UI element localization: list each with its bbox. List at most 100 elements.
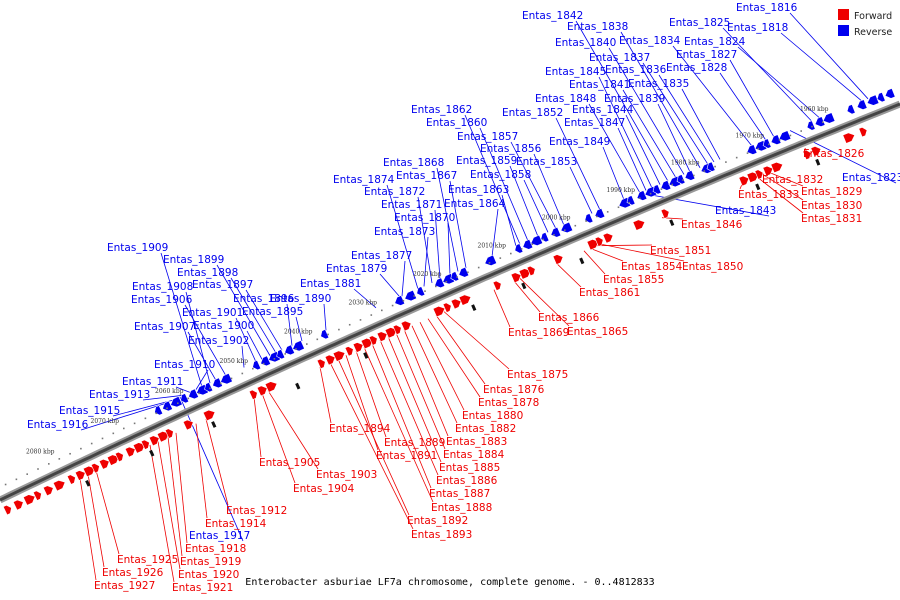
gene-label: Entas_1908 xyxy=(132,281,193,293)
leader-line xyxy=(419,322,465,411)
reverse-gene-block xyxy=(746,144,758,155)
leader-line xyxy=(589,247,624,262)
tick-dot xyxy=(445,280,448,283)
leader-line xyxy=(608,47,685,175)
gene-label: Entas_1844 xyxy=(572,104,634,116)
reverse-gene-block xyxy=(180,393,190,404)
tick-dot xyxy=(273,357,276,360)
leader-line xyxy=(493,289,511,328)
forward-gene-block xyxy=(156,431,170,443)
leader-line xyxy=(657,103,691,173)
tick-dot xyxy=(789,134,792,137)
leader-line xyxy=(622,89,677,179)
tick-dot xyxy=(90,442,93,445)
gene-label: Entas_1825 xyxy=(669,17,730,29)
gene-label: Entas_1834 xyxy=(619,35,681,47)
tick-dot xyxy=(531,243,534,245)
gene-label: Entas_1849 xyxy=(549,136,610,148)
tick-dot xyxy=(693,174,695,177)
leader-line xyxy=(329,362,414,530)
reverse-gene-block xyxy=(260,355,272,367)
marker-tick xyxy=(579,257,585,265)
gene-label: Entas_1892 xyxy=(407,515,468,527)
gene-label: Entas_1833 xyxy=(738,189,799,201)
reverse-gene-block xyxy=(484,254,498,266)
leader-line xyxy=(513,280,541,313)
gene-label: Entas_1868 xyxy=(383,157,444,169)
forward-gene-block xyxy=(324,354,336,366)
forward-gene-block xyxy=(12,499,24,511)
tick-dot xyxy=(822,121,824,124)
gene-label: Entas_1910 xyxy=(154,359,215,371)
leader-line xyxy=(769,172,804,187)
tick-dot xyxy=(617,206,620,209)
tick-dot xyxy=(574,224,577,227)
reverse-gene-block xyxy=(450,271,460,282)
gene-label: Entas_1917 xyxy=(189,530,250,542)
leader-line xyxy=(501,194,517,247)
leader-line xyxy=(187,331,217,381)
tick-label: 2030 kbp xyxy=(349,300,378,307)
backbone-line xyxy=(0,102,900,502)
reverse-gene-block xyxy=(884,87,896,99)
gene-label: Entas_1838 xyxy=(567,21,628,33)
tick-dot xyxy=(219,382,222,385)
tick-dot xyxy=(15,478,18,481)
tick-dot xyxy=(144,417,147,420)
leader-line xyxy=(337,358,410,516)
gene-label: Entas_1873 xyxy=(374,226,435,238)
leader-line xyxy=(443,311,510,370)
tick-dot xyxy=(187,397,190,400)
tick-dot xyxy=(424,290,426,292)
tick-dot xyxy=(735,156,738,159)
gene-label: Entas_1913 xyxy=(89,389,150,401)
forward-gene-block xyxy=(164,428,174,439)
forward-gene-block xyxy=(2,504,12,516)
reverse-gene-block xyxy=(560,221,574,234)
leader-line xyxy=(387,336,442,463)
forward-gene-block xyxy=(770,161,784,174)
reverse-gene-block xyxy=(676,174,686,185)
forward-gene-block xyxy=(344,346,354,357)
leader-line xyxy=(241,345,245,368)
reverse-gene-block xyxy=(660,180,672,191)
forward-gene-block xyxy=(42,485,54,497)
gene-label: Entas_1902 xyxy=(188,335,249,347)
tick-dot xyxy=(348,323,351,326)
leader-line xyxy=(427,318,481,398)
gene-label: Entas_1874 xyxy=(333,174,395,186)
leader-line xyxy=(386,184,419,290)
tick-dot xyxy=(37,468,39,470)
gene-label: Entas_1877 xyxy=(351,250,412,262)
tick-dot xyxy=(284,353,286,355)
gene-label: Entas_1870 xyxy=(394,212,455,224)
gene-label: Entas_1926 xyxy=(102,567,164,579)
gene-label: Entas_1880 xyxy=(462,410,523,422)
gene-label: Entas_1858 xyxy=(470,169,531,181)
tick-dot xyxy=(58,458,61,460)
marker-tick xyxy=(755,183,761,191)
leader-line xyxy=(449,180,467,269)
leader-line xyxy=(479,127,529,242)
gene-label: Entas_1903 xyxy=(316,469,377,481)
gene-label: Entas_1830 xyxy=(801,200,862,212)
gene-label: Entas_1890 xyxy=(270,293,331,305)
forward-gene-block xyxy=(22,494,36,506)
tick-dot xyxy=(198,392,200,395)
gene-label: Entas_1871 xyxy=(381,199,442,211)
gene-label: Entas_1864 xyxy=(444,198,506,210)
marker-tick xyxy=(85,479,91,487)
leader-line xyxy=(780,32,863,102)
gene-label: Entas_1881 xyxy=(300,278,361,290)
leader-line xyxy=(185,291,211,384)
gene-label: Entas_1893 xyxy=(411,529,472,541)
gene-label: Entas_1857 xyxy=(457,131,518,143)
leader-line xyxy=(142,394,185,401)
tick-dot xyxy=(101,437,104,440)
leader-line xyxy=(286,303,293,346)
gene-label: Entas_1889 xyxy=(384,437,445,449)
tick-dot xyxy=(155,412,157,415)
tick-dot xyxy=(628,201,631,204)
tick-dot xyxy=(209,387,211,390)
reverse-gene-block xyxy=(204,381,214,393)
